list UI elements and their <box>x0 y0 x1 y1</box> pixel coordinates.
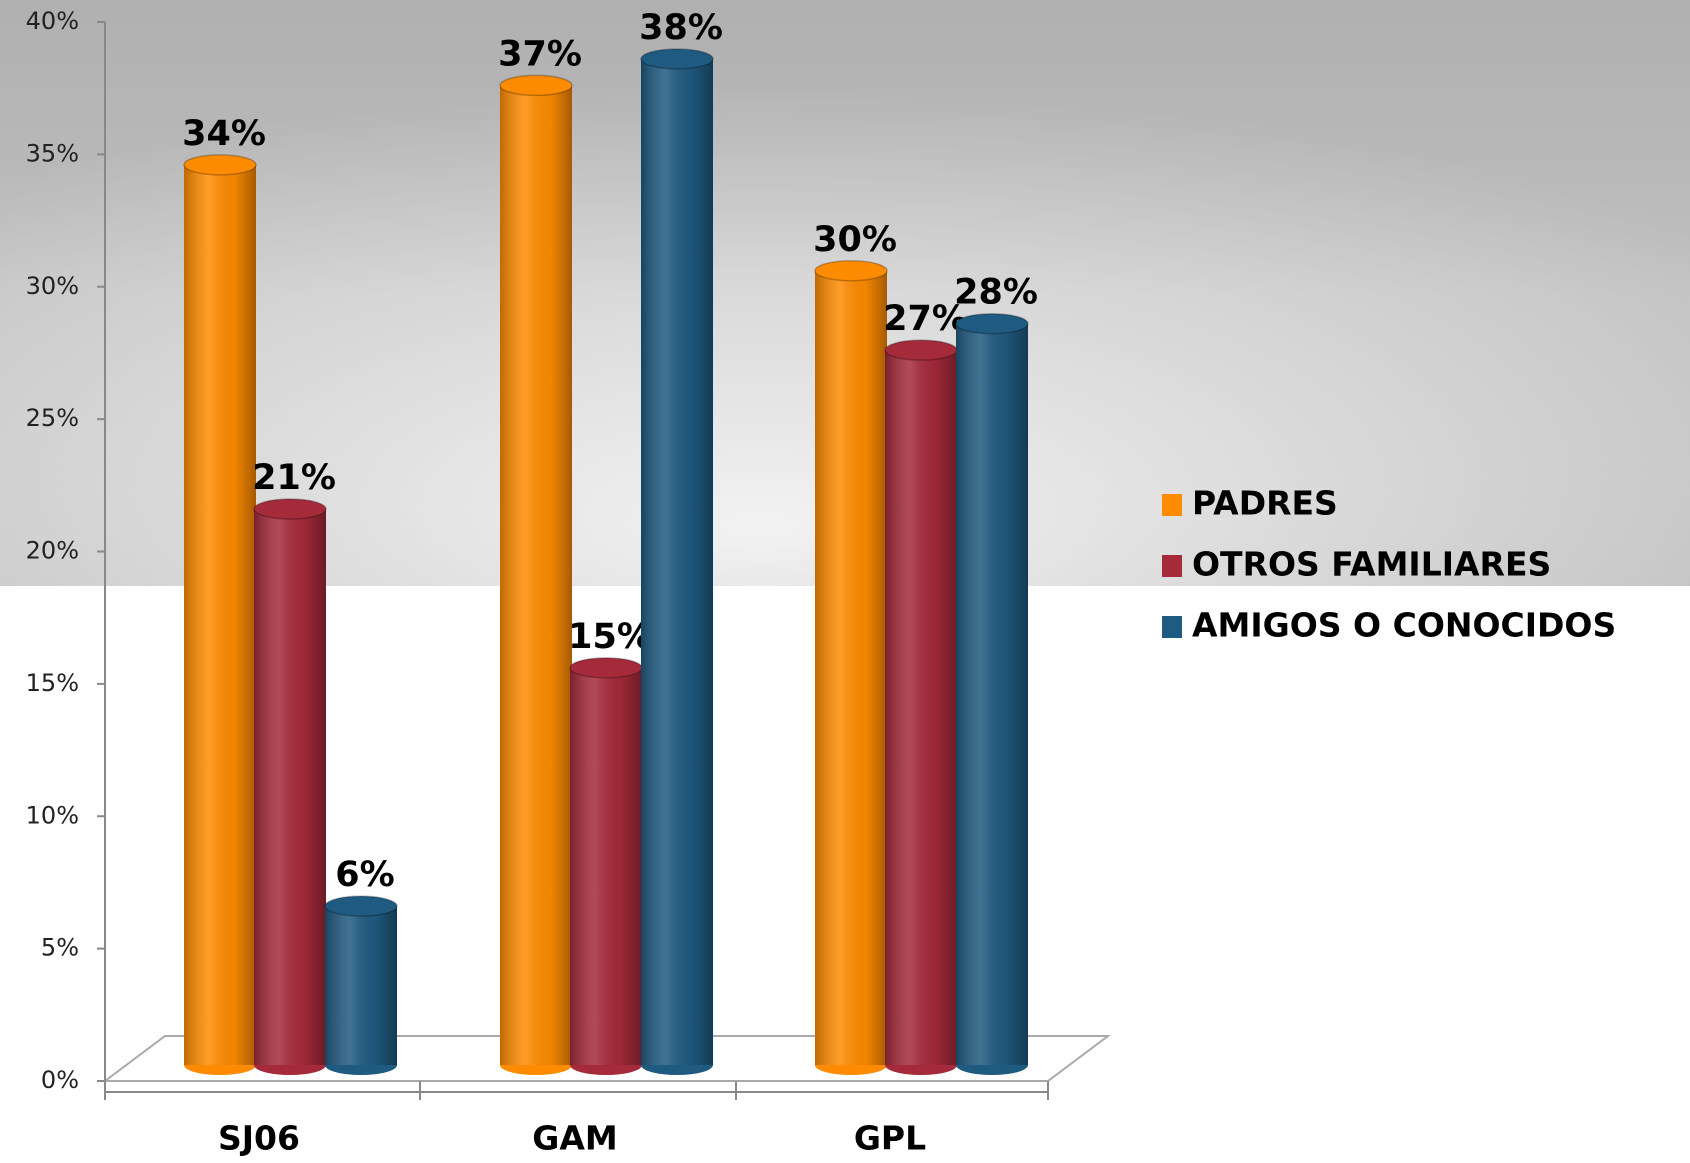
legend-label: OTROS FAMILIARES <box>1192 545 1551 584</box>
bar-shade <box>500 85 572 1066</box>
value-label: 30% <box>813 220 897 260</box>
x-tick-label: SJ06 <box>218 1119 300 1158</box>
value-label: 27% <box>883 299 967 339</box>
value-label: 34% <box>182 114 266 154</box>
bar-shade <box>815 270 887 1065</box>
bar-shade <box>956 323 1028 1065</box>
bar-cap <box>955 312 1029 335</box>
y-tick-label: 40% <box>26 7 79 35</box>
y-tick-label: 15% <box>26 669 79 697</box>
bar-cap <box>183 154 257 176</box>
y-tick-label: 30% <box>26 272 79 300</box>
bar-cap <box>253 498 327 520</box>
value-label: 15% <box>568 617 652 657</box>
bar-shade <box>570 667 642 1065</box>
value-label: 28% <box>954 273 1038 313</box>
bar-shade <box>325 906 397 1065</box>
x-tick-label: GAM <box>532 1119 617 1158</box>
bar-cap <box>884 339 958 361</box>
bar-cap <box>640 48 714 70</box>
y-tick-label: 5% <box>41 934 79 962</box>
bar-cap <box>814 260 888 282</box>
legend-swatch <box>1162 616 1182 638</box>
bar-cap <box>499 74 573 97</box>
bar-cap <box>569 657 643 679</box>
legend-swatch <box>1162 555 1182 577</box>
bar-shade <box>641 58 713 1065</box>
bar-shade <box>254 509 326 1065</box>
value-label: 21% <box>252 458 336 498</box>
value-label: 38% <box>639 8 723 48</box>
y-tick-label: 35% <box>26 139 79 167</box>
value-label: 6% <box>335 855 394 895</box>
legend-label: PADRES <box>1192 484 1338 523</box>
bar-cap <box>324 895 398 917</box>
legend-swatch <box>1162 494 1182 516</box>
floor <box>102 1035 1111 1082</box>
x-tick-label: GPL <box>854 1119 926 1158</box>
y-tick-label: 10% <box>26 801 79 829</box>
bar-shade <box>184 164 256 1066</box>
legend-label: AMIGOS O CONOCIDOS <box>1192 606 1616 645</box>
value-label: 37% <box>498 34 582 74</box>
y-tick-label: 20% <box>26 537 79 565</box>
y-tick-label: 0% <box>41 1066 79 1094</box>
bar-shade <box>885 350 957 1065</box>
y-tick-label: 25% <box>26 404 79 432</box>
